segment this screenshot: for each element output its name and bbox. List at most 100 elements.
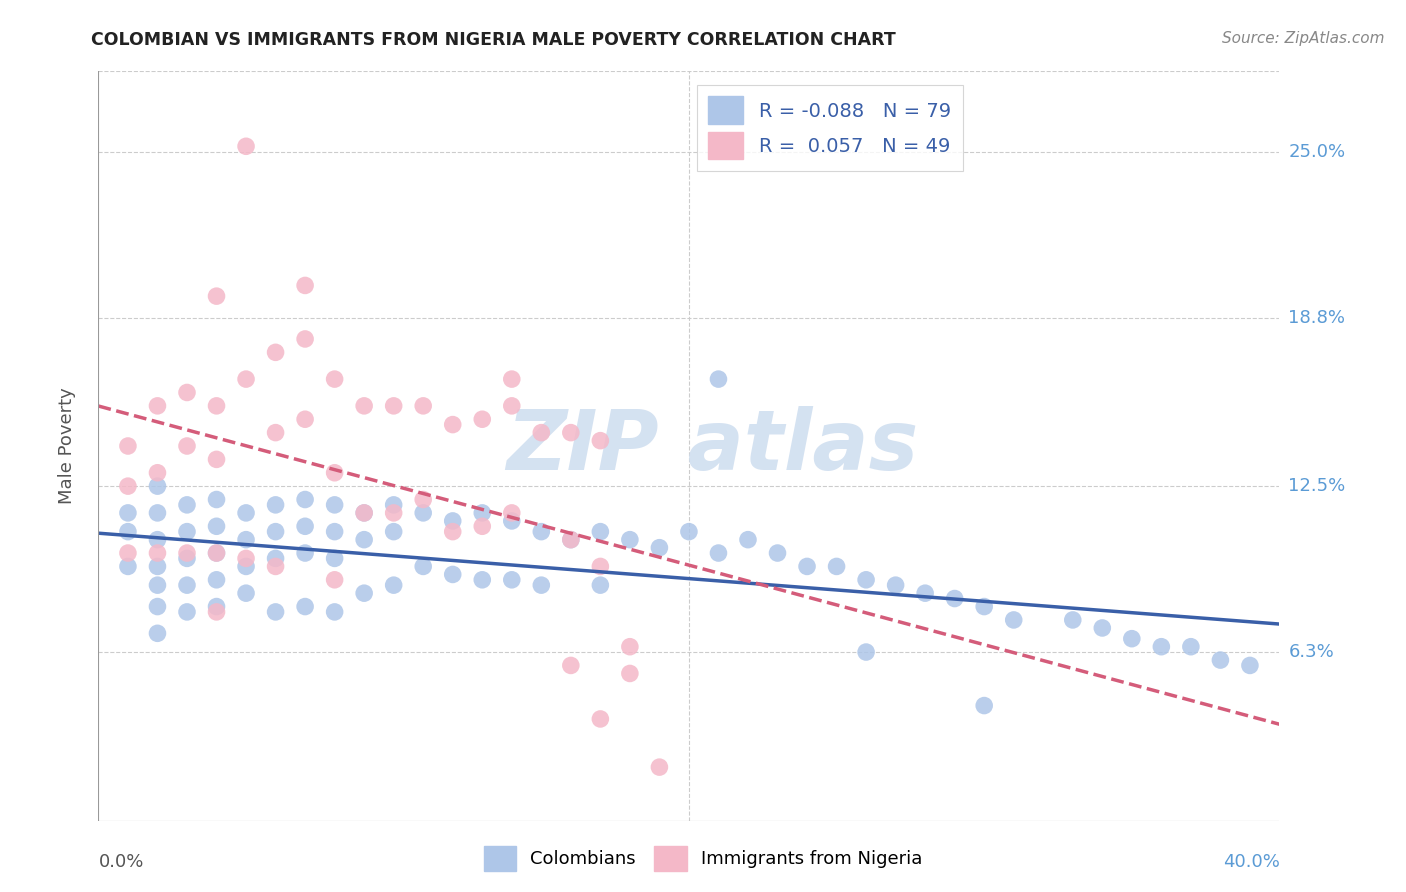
Point [678,524,700,539]
Point [1150,640,1173,654]
Point [323,372,346,386]
Text: Male Poverty: Male Poverty [58,388,76,504]
Point [235,372,257,386]
Point [146,599,169,614]
Point [1091,621,1114,635]
Text: 0.0%: 0.0% [98,853,143,871]
Point [619,640,641,654]
Point [1209,653,1232,667]
Point [619,533,641,547]
Text: 18.8%: 18.8% [1288,309,1346,326]
Point [530,578,553,592]
Text: 25.0%: 25.0% [1288,143,1346,161]
Point [146,533,169,547]
Point [1180,640,1202,654]
Point [1239,658,1261,673]
Point [560,658,582,673]
Point [205,546,228,560]
Point [205,289,228,303]
Point [205,599,228,614]
Point [323,524,346,539]
Legend: R = -0.088   N = 79, R =  0.057   N = 49: R = -0.088 N = 79, R = 0.057 N = 49 [696,85,963,171]
Point [973,599,995,614]
Point [264,605,287,619]
Point [353,506,375,520]
Point [205,519,228,533]
Point [235,559,257,574]
Point [412,492,434,507]
Point [560,533,582,547]
Point [353,533,375,547]
Point [560,425,582,440]
Point [294,599,316,614]
Point [589,559,612,574]
Point [501,506,523,520]
Text: 40.0%: 40.0% [1223,853,1279,871]
Point [176,524,198,539]
Point [146,559,169,574]
Point [441,514,464,528]
Point [589,712,612,726]
Point [589,434,612,448]
Point [1121,632,1143,646]
Point [353,506,375,520]
Point [176,546,198,560]
Point [471,506,494,520]
Point [530,524,553,539]
Point [501,372,523,386]
Point [205,399,228,413]
Point [146,466,169,480]
Point [914,586,936,600]
Point [353,586,375,600]
Point [382,578,405,592]
Point [294,278,316,293]
Point [205,492,228,507]
Point [294,519,316,533]
Point [264,551,287,566]
Point [412,506,434,520]
Point [146,626,169,640]
Point [619,666,641,681]
Text: Source: ZipAtlas.com: Source: ZipAtlas.com [1222,31,1385,46]
Point [1002,613,1025,627]
Point [737,533,759,547]
Point [471,573,494,587]
Point [501,514,523,528]
Point [205,605,228,619]
Point [560,533,582,547]
Point [176,385,198,400]
Point [146,546,169,560]
Point [589,524,612,539]
Point [146,399,169,413]
Point [973,698,995,713]
Point [648,541,671,555]
Point [1062,613,1084,627]
Point [294,492,316,507]
Point [884,578,907,592]
Point [264,345,287,359]
Point [501,573,523,587]
Point [707,546,730,560]
Point [146,479,169,493]
Point [205,546,228,560]
Point [412,559,434,574]
Point [589,578,612,592]
Point [943,591,966,606]
Point [796,559,818,574]
Point [323,551,346,566]
Point [707,372,730,386]
Point [117,506,139,520]
Point [205,452,228,467]
Text: ZIP atlas: ZIP atlas [506,406,918,486]
Point [501,399,523,413]
Point [235,551,257,566]
Point [855,573,877,587]
Point [382,498,405,512]
Point [117,546,139,560]
Point [176,605,198,619]
Point [146,578,169,592]
Point [264,425,287,440]
Point [176,551,198,566]
Point [412,399,434,413]
Point [825,559,848,574]
